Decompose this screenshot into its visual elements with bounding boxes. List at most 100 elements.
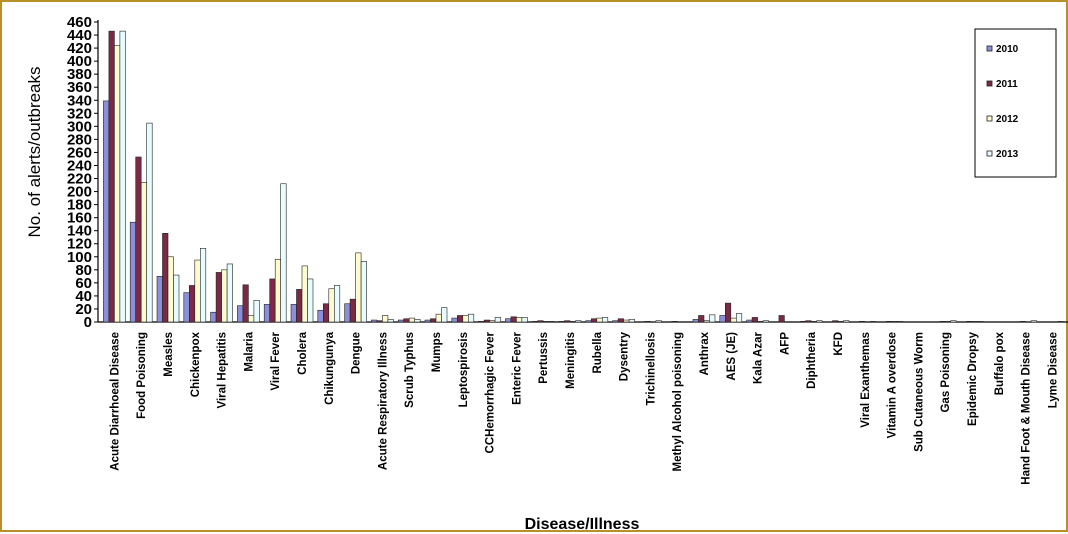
bar-2011 <box>939 321 946 323</box>
y-axis-title: No. of alerts/outbreaks <box>25 66 44 237</box>
bar-2012 <box>382 315 389 323</box>
category-label: Gas Poisoning <box>940 332 952 413</box>
category-label: Dysentry <box>619 331 631 381</box>
bar-2013 <box>119 30 126 323</box>
bar-2011 <box>590 318 598 323</box>
y-tick-label: 240 <box>67 157 92 174</box>
category-label: Methyl Alcohol poisoning <box>672 332 684 471</box>
bar-2012 <box>757 321 764 323</box>
labels-layer: 0204060801001201401601802002202402602803… <box>67 14 1059 485</box>
bar-2011 <box>483 319 490 323</box>
bar-2011 <box>832 320 839 323</box>
bar-2012 <box>944 321 952 323</box>
y-tick-label: 220 <box>67 171 92 188</box>
legend-swatch <box>986 45 993 52</box>
bar-2013 <box>548 321 555 323</box>
bar-2011 <box>698 315 705 323</box>
bar-2010 <box>692 319 699 323</box>
y-tick-label: 320 <box>67 105 92 122</box>
category-label: Kala Azar <box>753 331 765 384</box>
category-label: Acute Respiratory Illness <box>377 332 389 470</box>
y-tick-label: 120 <box>67 236 92 253</box>
bar-2010 <box>424 319 431 323</box>
bar-2010 <box>103 100 110 323</box>
legend-swatch <box>986 80 993 87</box>
bar-2011 <box>1019 321 1026 323</box>
bar-2013 <box>173 274 180 323</box>
bar-2011 <box>215 272 222 323</box>
category-label: Malaria <box>243 331 255 371</box>
bar-2013 <box>1057 321 1064 323</box>
bar-2011 <box>537 320 544 323</box>
legend-swatch <box>986 150 993 157</box>
bar-2011 <box>322 303 330 323</box>
bar-2013 <box>628 319 635 323</box>
bar-2011 <box>242 284 249 323</box>
bar-2013 <box>253 300 260 323</box>
bar-2011 <box>189 285 196 323</box>
bar-2012 <box>462 315 469 323</box>
bar-2012 <box>837 321 844 323</box>
bar-2012 <box>569 321 576 323</box>
bar-2013 <box>735 313 743 323</box>
bar-2011 <box>430 318 437 323</box>
bar-2013 <box>360 261 367 323</box>
bar-2011 <box>751 317 758 323</box>
bar-2013 <box>816 320 823 323</box>
bar-2010 <box>317 309 324 323</box>
bar-2013 <box>226 263 233 323</box>
bar-2012 <box>730 317 737 323</box>
category-label: Scrub Typhus <box>404 332 416 408</box>
bar-2012 <box>891 321 898 323</box>
bar-2011 <box>135 156 142 323</box>
category-label: AES (JE) <box>726 332 738 381</box>
bar-2012 <box>221 269 228 323</box>
bar-2013 <box>709 314 716 323</box>
legend-label: 2013 <box>996 149 1019 160</box>
category-label: Meningitis <box>565 332 577 389</box>
category-label: Dengue <box>351 332 363 374</box>
bar-2013 <box>575 320 582 323</box>
category-label: Sub Cutaneous Worm <box>913 332 925 452</box>
bar-2011 <box>456 315 464 323</box>
category-label: Viral Exanthemas <box>860 332 872 428</box>
category-label: Acute Diarrhoeal Disease <box>109 332 121 471</box>
bar-2011 <box>162 233 169 323</box>
bar-2011 <box>671 321 678 323</box>
bar-2012 <box>194 259 201 323</box>
bars-layer <box>103 30 1064 323</box>
bar-2010 <box>210 311 217 323</box>
bar-2010 <box>344 303 351 323</box>
category-label: Anthrax <box>699 331 711 375</box>
category-label: Cholera <box>297 331 309 374</box>
y-tick-label: 160 <box>67 210 92 227</box>
y-tick-label: 280 <box>67 131 92 148</box>
bar-2011 <box>885 321 892 323</box>
y-tick-label: 20 <box>75 301 92 318</box>
y-tick-label: 460 <box>67 14 92 31</box>
category-label: Leptospirosis <box>458 332 470 407</box>
category-label: Food Poisoning <box>136 332 148 419</box>
bar-2013 <box>441 307 448 323</box>
bar-2010 <box>531 321 539 323</box>
bar-2013 <box>467 313 475 323</box>
category-label: Pertussis <box>538 332 550 384</box>
y-tick-label: 440 <box>67 27 92 44</box>
bar-2013 <box>200 248 207 323</box>
bar-2010 <box>397 319 405 323</box>
bar-2012 <box>248 315 255 323</box>
category-label: Lyme Disease <box>1047 332 1059 408</box>
bar-2011 <box>269 278 276 323</box>
axes-layer <box>94 20 1068 323</box>
bar-2012 <box>114 45 121 323</box>
bar-2012 <box>140 182 147 323</box>
bar-2011 <box>108 30 115 323</box>
bar-2011 <box>617 318 624 323</box>
bar-2010 <box>290 304 297 323</box>
category-label: Viral Fever <box>270 331 282 390</box>
bar-2011 <box>858 321 866 323</box>
bar-2012 <box>301 265 308 323</box>
bar-2013 <box>950 320 957 323</box>
legend-label: 2010 <box>996 44 1019 55</box>
category-label: Measles <box>163 332 175 377</box>
